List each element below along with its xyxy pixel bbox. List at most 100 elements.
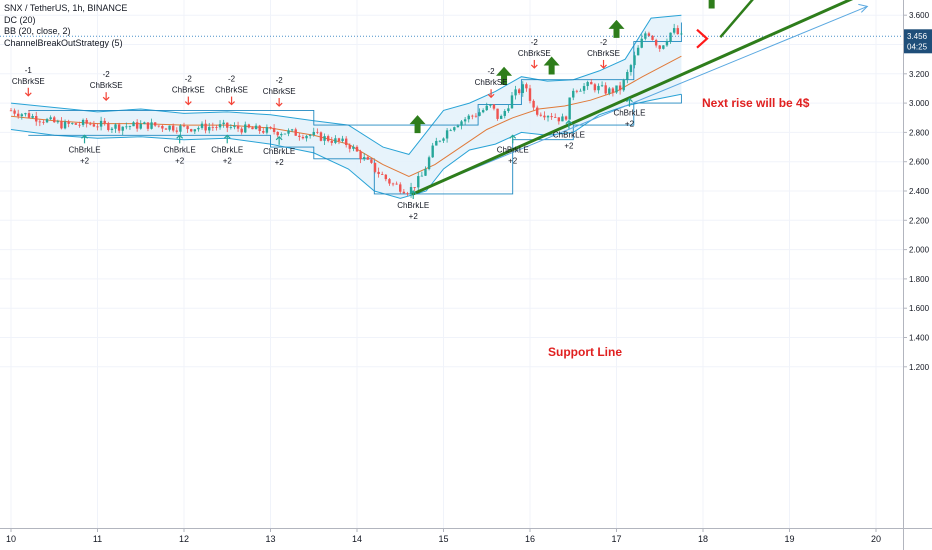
candle-body	[517, 89, 521, 94]
y-tick-label: 2.800	[909, 128, 930, 137]
candle-body	[157, 125, 160, 127]
signal-label: ChBrkLE	[397, 201, 429, 210]
candle-body	[363, 157, 366, 160]
x-tick-label: 12	[179, 534, 189, 544]
short-entry-signal: ChBrkSE -2	[215, 75, 248, 106]
legend-strategy: ChannelBreakOutStrategy (5)	[4, 37, 123, 48]
candle-body	[179, 125, 182, 132]
arrow-down-icon	[24, 92, 32, 97]
candle-body	[262, 130, 265, 133]
long-entry-signal: ChBrkLE +2	[263, 135, 295, 167]
candle-body	[269, 127, 272, 129]
long-entry-signal: ChBrkLE +2	[613, 97, 645, 129]
signal-label: ChBrkSE	[215, 86, 248, 95]
candle-body	[381, 174, 384, 175]
chart-legend: SNX / TetherUS, 1h, BINANCE DC (20) BB (…	[4, 3, 127, 49]
signal-qty: +2	[175, 156, 185, 165]
x-tick-label: 18	[698, 534, 708, 544]
candle-body	[474, 115, 478, 117]
x-tick-label: 20	[871, 534, 881, 544]
candle-body	[45, 119, 49, 123]
arrow-up-icon	[223, 134, 231, 139]
candle-body	[247, 124, 251, 128]
x-tick-label: 16	[525, 534, 535, 544]
candle-body	[460, 121, 463, 126]
arrow-up-icon	[409, 190, 417, 195]
candle-body	[99, 120, 103, 127]
candle-body	[17, 113, 20, 117]
candle-body	[337, 138, 341, 141]
y-tick-label: 2.600	[909, 158, 930, 167]
signal-qty: +2	[275, 158, 285, 167]
candle-body	[654, 39, 658, 46]
candle-body	[550, 116, 553, 118]
candle-body	[117, 124, 121, 131]
candle-body	[283, 133, 287, 135]
up-arrow-icon	[543, 56, 560, 75]
candle-body	[680, 33, 683, 35]
candle-body	[427, 157, 431, 170]
break-marker-icon	[696, 28, 709, 49]
candle-body	[586, 82, 589, 87]
candle-body	[435, 140, 438, 146]
bollinger-upper	[10, 14, 682, 155]
candle-body	[139, 124, 142, 129]
candle-body	[132, 122, 135, 127]
candle-body	[463, 119, 467, 122]
candle-body	[514, 89, 517, 96]
signal-qty: +2	[564, 142, 574, 151]
signal-label: ChBrkSE	[587, 49, 620, 58]
candle-body	[471, 115, 474, 117]
candle-body	[121, 126, 124, 131]
y-tick-label: 2.200	[909, 216, 930, 225]
candle-body	[348, 145, 351, 149]
candle-body	[42, 121, 45, 123]
candle-body	[85, 119, 88, 124]
candle-body	[615, 85, 618, 93]
candle-body	[445, 130, 449, 139]
candle-body	[672, 28, 676, 33]
projection-line	[426, 5, 868, 189]
candle-body	[128, 126, 132, 127]
candle-body	[168, 125, 171, 130]
signal-qty: -2	[185, 75, 193, 84]
candle-body	[186, 126, 189, 130]
candle-body	[74, 123, 78, 125]
candle-body	[492, 104, 496, 109]
candle-body	[240, 128, 243, 133]
candle-body	[485, 105, 488, 111]
candle-body	[49, 117, 52, 120]
short-entry-signal: ChBrkSE -2	[263, 76, 296, 107]
price-badge-value: 3.456	[907, 32, 928, 41]
candle-body	[319, 132, 323, 141]
candle-body	[312, 131, 315, 135]
candle-body	[31, 115, 34, 118]
candle-body	[554, 117, 557, 118]
candle-body	[298, 135, 301, 137]
candle-body	[175, 130, 178, 132]
candle-body	[608, 88, 611, 94]
signal-label: ChBrkLE	[553, 131, 585, 140]
signal-qty: -1	[25, 66, 33, 75]
candle-body	[208, 126, 211, 131]
long-entry-signal: ChBrkLE +2	[69, 134, 101, 165]
candle-body	[280, 134, 283, 136]
signal-label: ChBrkLE	[263, 147, 295, 156]
candle-body	[211, 126, 215, 128]
candle-body	[233, 125, 236, 128]
signal-qty: -2	[600, 38, 608, 47]
signal-label: ChBrkLE	[69, 145, 101, 154]
plot-area: ChBrkSE-1ChBrkSE-2ChBrkSE-2ChBrkSE-2ChBr…	[0, 0, 903, 221]
candle-body	[60, 121, 63, 129]
candle-body	[341, 138, 344, 141]
candle-body	[355, 146, 359, 152]
candle-body	[633, 55, 636, 66]
candle-body	[424, 169, 427, 176]
candle-body	[294, 129, 297, 136]
candle-body	[222, 122, 225, 125]
candle-body	[467, 115, 470, 120]
candle-body	[258, 125, 261, 131]
long-entry-signal: ChBrkLE +2	[553, 119, 585, 151]
target-annotation: Next rise will be 4$	[702, 96, 810, 110]
